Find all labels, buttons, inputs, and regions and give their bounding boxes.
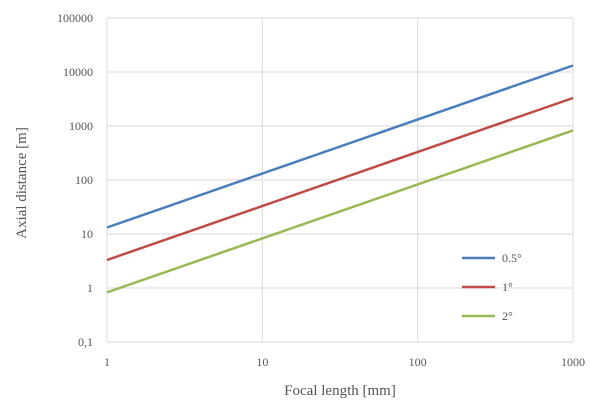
y-tick-label: 0,1 bbox=[78, 335, 93, 349]
x-tick-label: 1 bbox=[104, 355, 110, 369]
series-lines bbox=[106, 64, 574, 294]
y-tick-label: 100000 bbox=[57, 11, 93, 25]
y-tick-label: 10 bbox=[81, 227, 93, 241]
y-tick-label: 10000 bbox=[63, 65, 93, 79]
y-tick-labels: 0,1 1 10 100 1000 10000 100000 bbox=[57, 11, 93, 349]
y-axis-title: Axial distance [m] bbox=[14, 127, 30, 239]
series-line-2 bbox=[106, 96, 574, 262]
x-tick-label: 10 bbox=[256, 355, 268, 369]
x-tick-label: 1000 bbox=[561, 355, 585, 369]
y-tick-label: 1000 bbox=[69, 119, 93, 133]
legend-label: 1° bbox=[502, 280, 513, 294]
x-tick-label: 100 bbox=[409, 355, 427, 369]
y-tick-label: 100 bbox=[75, 173, 93, 187]
legend-label: 0.5° bbox=[502, 251, 522, 265]
y-tick-label: 1 bbox=[87, 281, 93, 295]
x-axis-title: Focal length [mm] bbox=[284, 383, 396, 399]
legend-label: 2° bbox=[502, 309, 513, 323]
legend: 0.5° 1° 2° bbox=[462, 251, 522, 323]
x-tick-labels: 1 10 100 1000 bbox=[104, 355, 585, 369]
series-line-3 bbox=[106, 129, 574, 294]
series-line-1 bbox=[106, 64, 574, 229]
